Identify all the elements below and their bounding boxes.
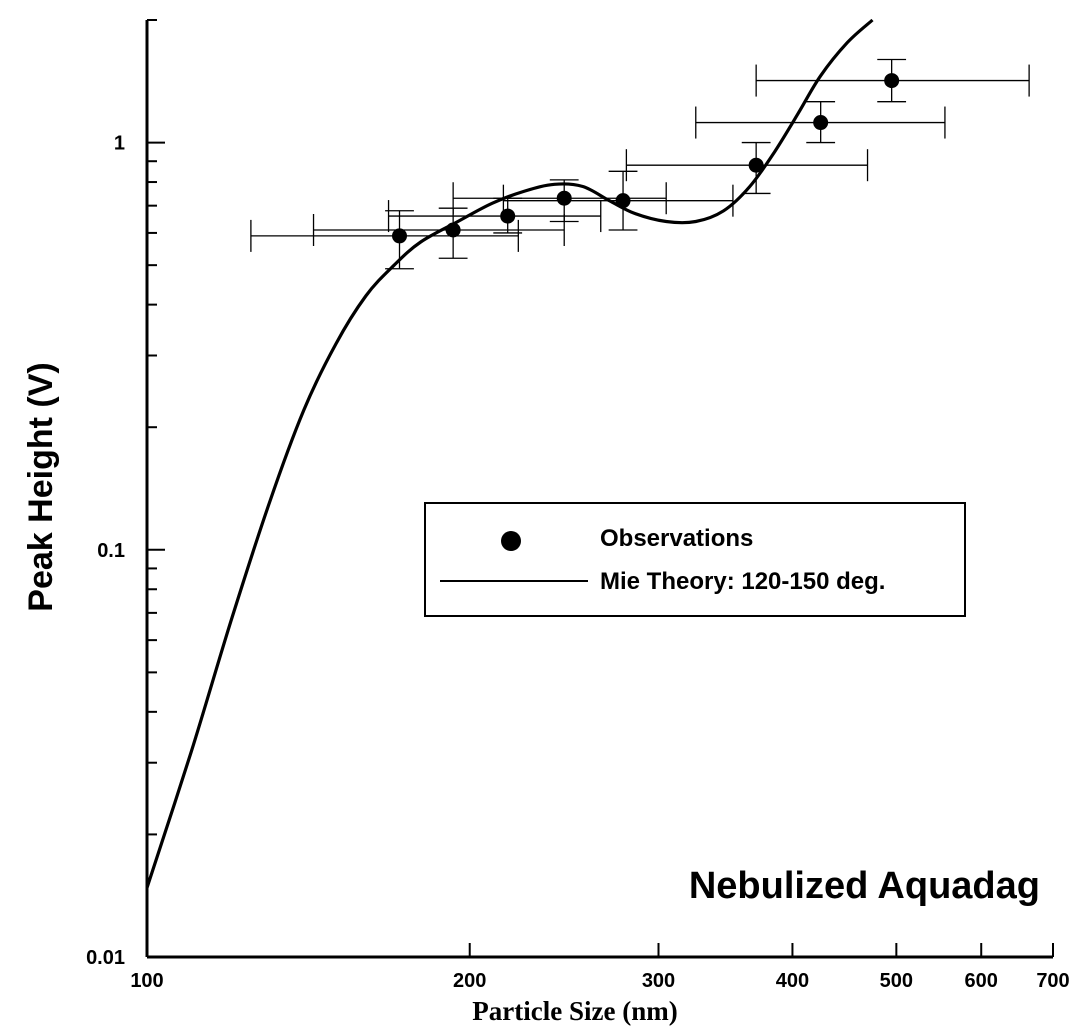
x-tick-label-100: 100	[130, 970, 163, 992]
mie-theory-curve	[145, 18, 874, 889]
axes	[145, 20, 1053, 959]
observation-point-2	[312, 207, 565, 259]
observation-marker	[556, 190, 572, 206]
legend-marker-observations	[501, 531, 521, 551]
y-tick-label-0.01: 0.01	[86, 947, 125, 969]
x-axis-label: Particle Size (nm)	[472, 996, 677, 1026]
x-tick-label-200: 200	[453, 970, 486, 992]
observation-marker	[748, 157, 764, 173]
x-tick-label-500: 500	[880, 970, 913, 992]
legend: Observations Mie Theory: 120-150 deg.	[424, 502, 966, 617]
x-tick-label-400: 400	[776, 970, 809, 992]
x-tick-label-700: 700	[1036, 970, 1069, 992]
x-tick-label-300: 300	[642, 970, 675, 992]
y-axis-label: Peak Height (V)	[22, 362, 60, 611]
y-tick-label-1: 1	[114, 133, 125, 155]
observation-marker	[445, 222, 461, 238]
observation-point-4	[452, 179, 667, 223]
observation-marker	[813, 115, 829, 131]
tick-labels: 100 200 300 400 500 600 700 0.01 0.1 1	[86, 133, 1070, 992]
legend-box	[424, 502, 966, 617]
legend-label-mie-theory: Mie Theory: 120-150 deg.	[600, 568, 885, 595]
legend-label-observations: Observations	[600, 525, 753, 552]
observation-marker	[884, 73, 900, 89]
y-tick-label-0.1: 0.1	[97, 540, 125, 562]
mie-theory-curve-layer	[145, 18, 874, 889]
observation-point-1	[250, 210, 519, 270]
observation-point-7	[695, 101, 946, 144]
observation-marker	[615, 193, 631, 209]
ticks	[146, 19, 1054, 958]
x-tick-label-600: 600	[965, 970, 998, 992]
observation-marker	[392, 228, 408, 244]
observations-layer	[250, 58, 1030, 270]
observation-point-8	[755, 58, 1030, 103]
observation-marker	[500, 208, 516, 224]
observation-point-6	[625, 141, 869, 195]
chart-annotation: Nebulized Aquadag	[689, 865, 1040, 907]
observation-point-5	[502, 170, 734, 231]
